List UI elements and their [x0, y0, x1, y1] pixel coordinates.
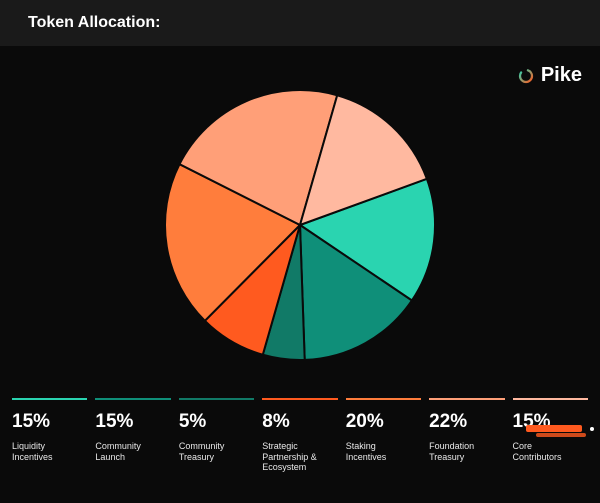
legend-item: 15% Core Contributors — [509, 398, 592, 462]
legend-percent: 15% — [513, 412, 588, 433]
brand-logo: Pike — [517, 64, 582, 87]
legend-item: 22% Foundation Treasury — [425, 398, 508, 462]
pie-chart — [165, 90, 435, 360]
legend-label: Liquidity Incentives — [12, 441, 87, 463]
legend-label: Community Launch — [95, 441, 170, 463]
legend-percent: 5% — [179, 412, 254, 433]
legend-rule — [95, 398, 170, 400]
legend-label: Core Contributors — [513, 441, 588, 463]
legend-row: 15% Liquidity Incentives 15% Community Laun… — [0, 398, 600, 501]
chart-area: Pike — [0, 46, 600, 398]
page-title: Token Allocation: — [28, 14, 572, 32]
legend-percent: 22% — [429, 412, 504, 433]
legend-rule — [262, 398, 337, 400]
legend-rule — [12, 398, 87, 400]
legend-item: 15% Liquidity Incentives — [8, 398, 91, 462]
legend-label: Strategic Partnership & Ecosystem — [262, 441, 337, 473]
legend-percent: 15% — [95, 412, 170, 433]
legend-rule — [513, 398, 588, 400]
legend-item: 15% Community Launch — [91, 398, 174, 462]
legend-label: Community Treasury — [179, 441, 254, 463]
legend-percent: 15% — [12, 412, 87, 433]
brand-name: Pike — [541, 64, 582, 87]
legend-rule — [179, 398, 254, 400]
legend-rule — [429, 398, 504, 400]
legend-item: 5% Community Treasury — [175, 398, 258, 462]
legend-label: Foundation Treasury — [429, 441, 504, 463]
legend-item: 8% Strategic Partnership & Ecosystem — [258, 398, 341, 473]
legend-item: 20% Staking Incentives — [342, 398, 425, 462]
brand-ring-icon — [517, 67, 535, 85]
legend-percent: 20% — [346, 412, 421, 433]
legend-percent: 8% — [262, 412, 337, 433]
legend-rule — [346, 398, 421, 400]
header-bar: Token Allocation: — [0, 0, 600, 46]
legend-label: Staking Incentives — [346, 441, 421, 463]
